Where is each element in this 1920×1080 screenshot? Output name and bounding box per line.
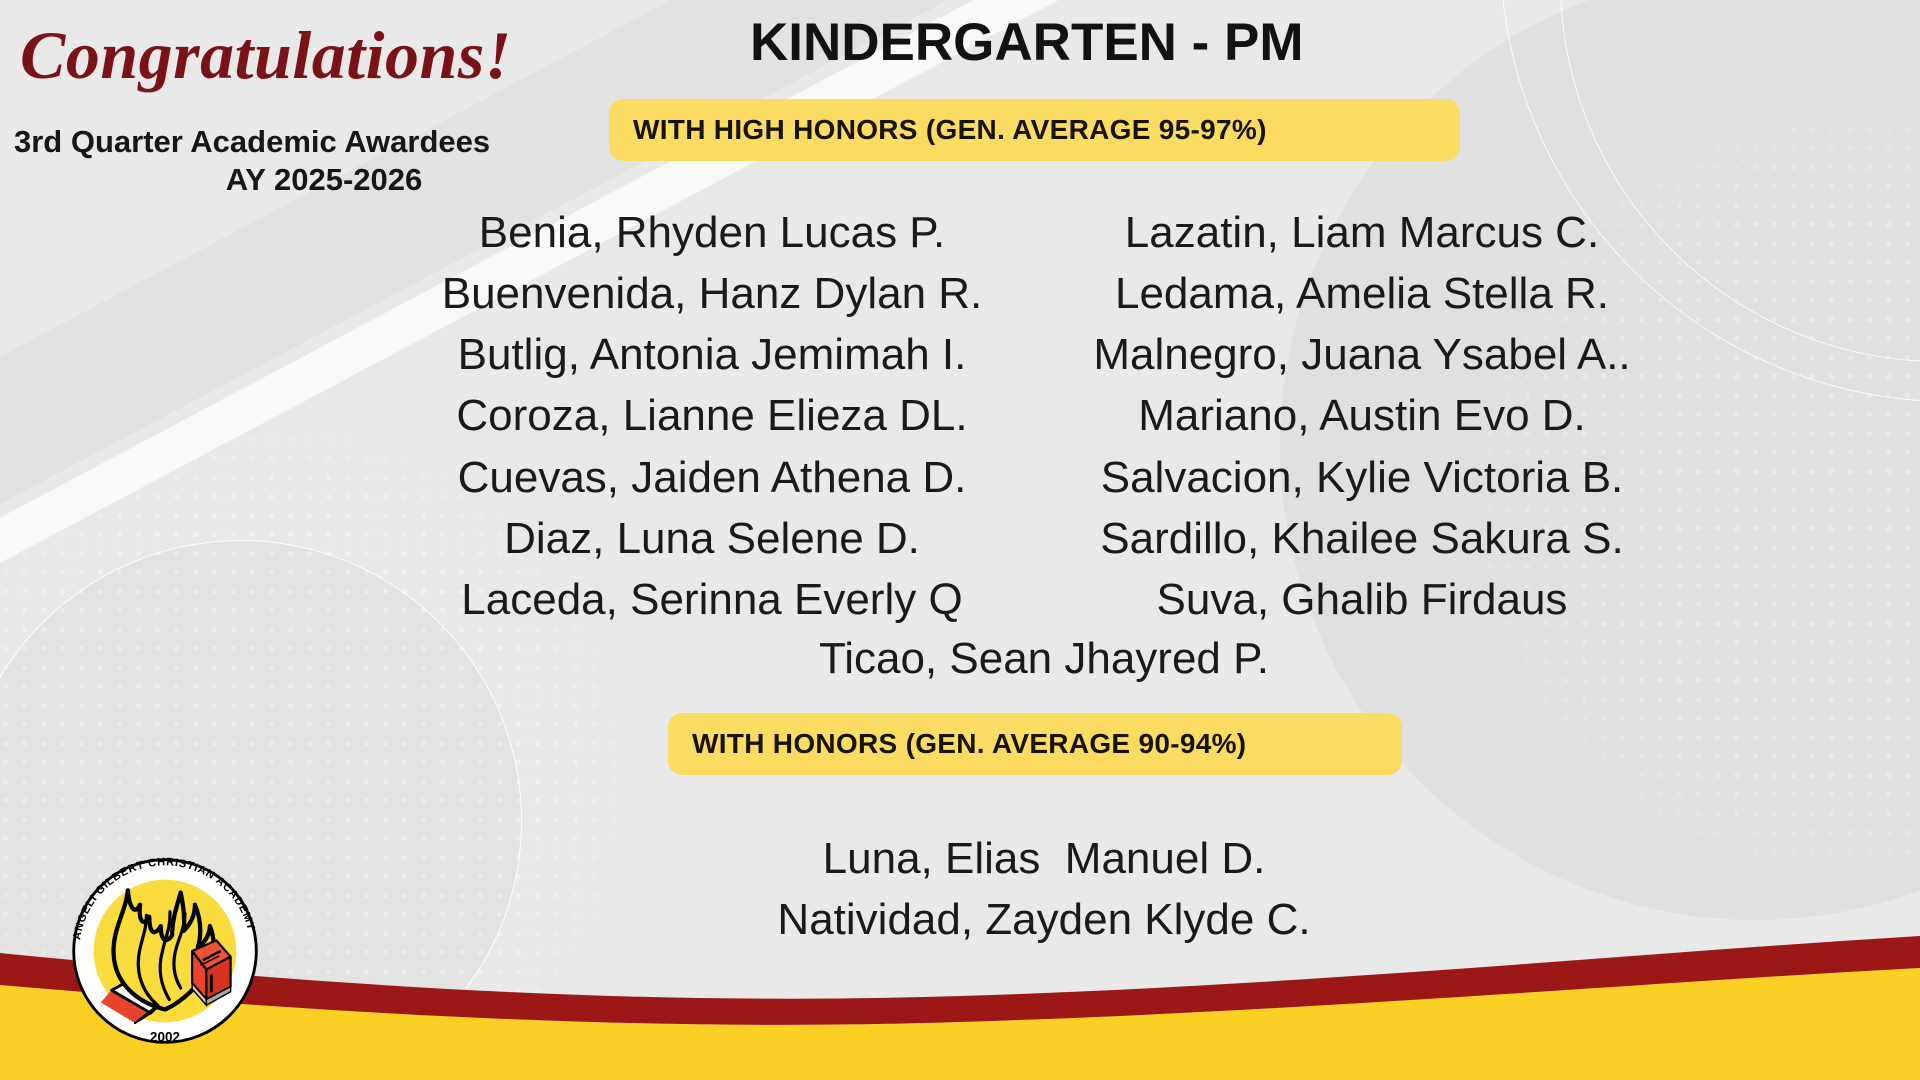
svg-text:2002: 2002 [150,1030,180,1045]
